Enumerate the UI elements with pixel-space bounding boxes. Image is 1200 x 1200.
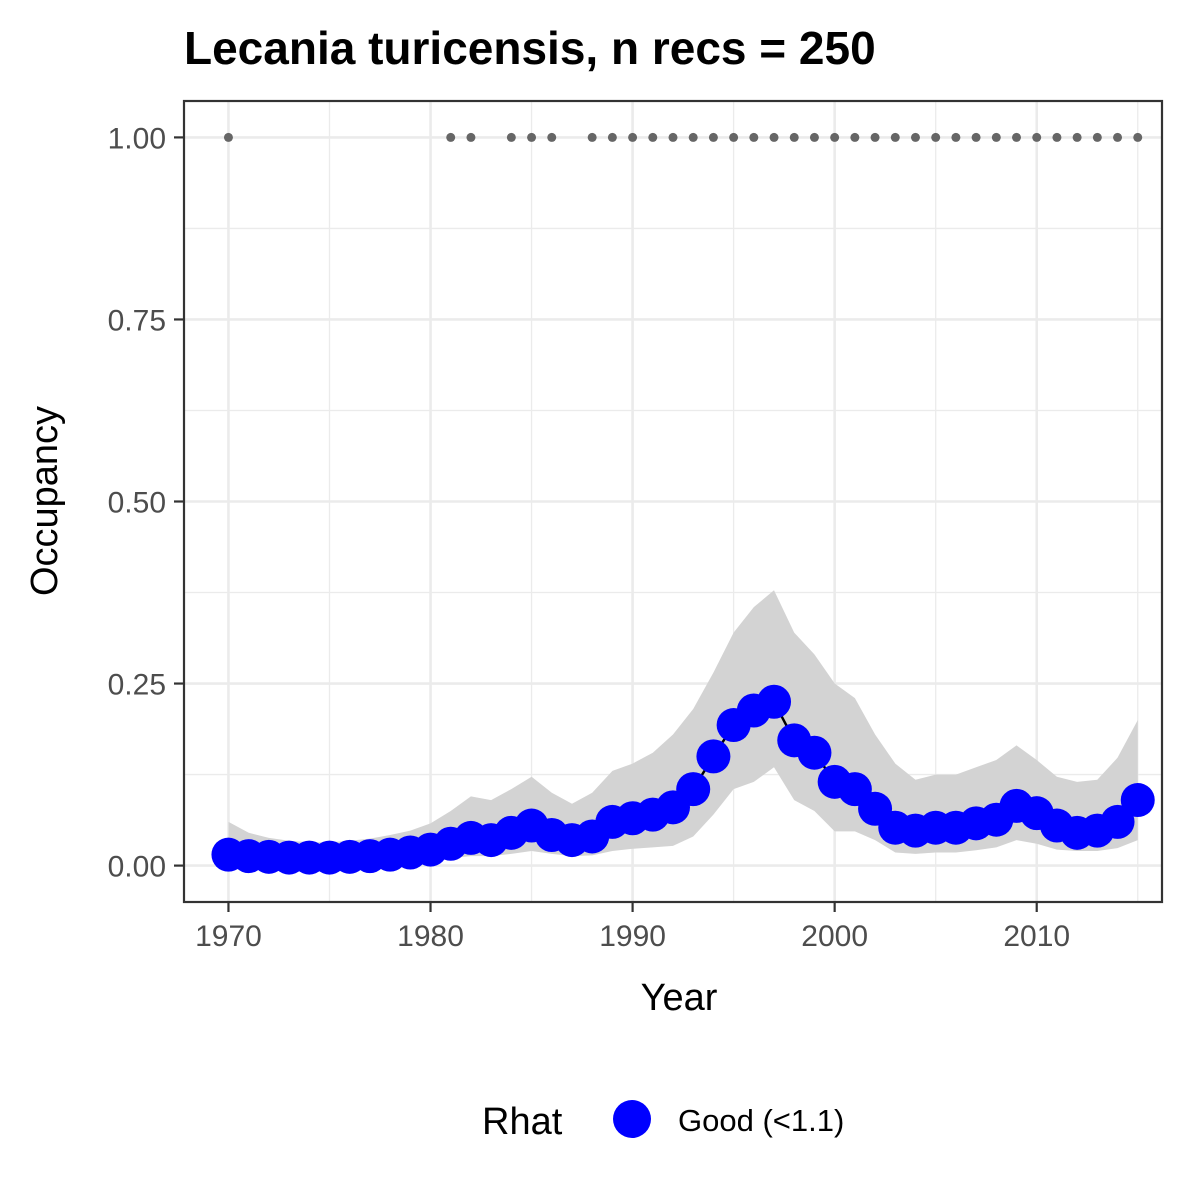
detection-point xyxy=(1113,132,1123,142)
y-tick-label: 0.25 xyxy=(108,669,166,702)
detection-point xyxy=(506,132,516,142)
detection-point xyxy=(547,132,557,142)
legend-label-good-rhat: Good (<1.1) xyxy=(678,1103,844,1138)
detection-point xyxy=(1133,132,1143,142)
detection-point xyxy=(809,132,819,142)
detection-point xyxy=(587,132,597,142)
occupancy-point xyxy=(696,739,731,774)
detection-point xyxy=(688,132,698,142)
detection-point xyxy=(1092,132,1102,142)
detection-point xyxy=(769,132,779,142)
x-tick-label: 1990 xyxy=(599,920,666,953)
detection-point xyxy=(749,132,759,142)
x-axis: 1970 1980 1990 2000 2010 xyxy=(195,902,1070,953)
detection-point xyxy=(789,132,799,142)
detection-point xyxy=(910,132,920,142)
detection-point xyxy=(1052,132,1062,142)
detection-point xyxy=(931,132,941,142)
detection-point xyxy=(668,132,678,142)
detection-point xyxy=(607,132,617,142)
y-tick-label: 1.00 xyxy=(108,122,166,155)
chart-title: Lecania turicensis, n recs = 250 xyxy=(184,22,876,74)
detection-point xyxy=(1072,132,1082,142)
y-tick-label: 0.75 xyxy=(108,304,166,337)
detection-point xyxy=(971,132,981,142)
x-axis-title: Year xyxy=(641,977,718,1019)
detection-point xyxy=(1032,132,1042,142)
detection-point xyxy=(1012,132,1022,142)
x-tick-label: 1970 xyxy=(195,920,262,953)
legend: Rhat Good (<1.1) xyxy=(482,1100,844,1143)
occupancy-points xyxy=(211,684,1155,875)
detection-point xyxy=(890,132,900,142)
detection-point xyxy=(951,132,961,142)
y-axis-title: Occupancy xyxy=(24,406,66,596)
occupancy-point xyxy=(757,684,792,719)
x-tick-label: 2010 xyxy=(1003,920,1070,953)
legend-key-good-rhat xyxy=(613,1100,651,1138)
detection-points xyxy=(223,132,1143,142)
detection-point xyxy=(729,132,739,142)
detection-point xyxy=(446,132,456,142)
occupancy-point xyxy=(676,772,711,807)
y-tick-label: 0.00 xyxy=(108,851,166,884)
detection-point xyxy=(850,132,860,142)
x-tick-label: 1980 xyxy=(397,920,464,953)
detection-point xyxy=(991,132,1001,142)
confidence-ribbon xyxy=(228,590,1138,865)
detection-point xyxy=(527,132,537,142)
legend-title: Rhat xyxy=(482,1101,563,1143)
detection-point xyxy=(830,132,840,142)
detection-point xyxy=(466,132,476,142)
detection-point xyxy=(223,132,233,142)
detection-point xyxy=(870,132,880,142)
y-tick-label: 0.50 xyxy=(108,487,166,520)
detection-point xyxy=(628,132,638,142)
occupancy-point xyxy=(1120,783,1155,818)
x-tick-label: 2000 xyxy=(801,920,868,953)
y-axis: 0.00 0.25 0.50 0.75 1.00 xyxy=(108,122,184,884)
detection-point xyxy=(708,132,718,142)
occupancy-point xyxy=(1100,804,1135,839)
detection-point xyxy=(648,132,658,142)
occupancy-point xyxy=(797,735,832,770)
